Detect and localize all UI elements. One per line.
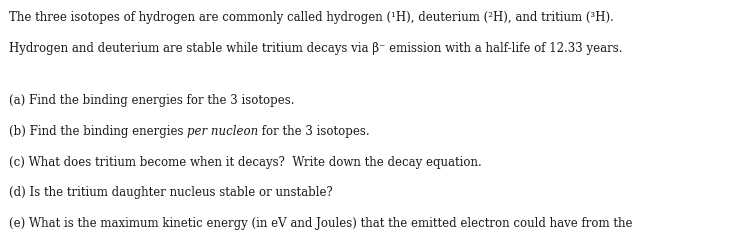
Text: (a) Find the binding energies for the 3 isotopes.: (a) Find the binding energies for the 3 … — [9, 94, 295, 107]
Text: for the 3 isotopes.: for the 3 isotopes. — [258, 125, 370, 138]
Text: The three isotopes of hydrogen are commonly called hydrogen (¹H), deuterium (²H): The three isotopes of hydrogen are commo… — [9, 11, 613, 24]
Text: (b) Find the binding energies: (b) Find the binding energies — [9, 125, 187, 138]
Text: (e) What is the maximum kinetic energy (in eV and Joules) that the emitted elect: (e) What is the maximum kinetic energy (… — [9, 217, 632, 230]
Text: Hydrogen and deuterium are stable while tritium decays via β⁻ emission with a ha: Hydrogen and deuterium are stable while … — [9, 42, 622, 55]
Text: (c) What does tritium become when it decays?  Write down the decay equation.: (c) What does tritium become when it dec… — [9, 156, 482, 168]
Text: per nucleon: per nucleon — [187, 125, 258, 138]
Text: (d) Is the tritium daughter nucleus stable or unstable?: (d) Is the tritium daughter nucleus stab… — [9, 186, 333, 199]
